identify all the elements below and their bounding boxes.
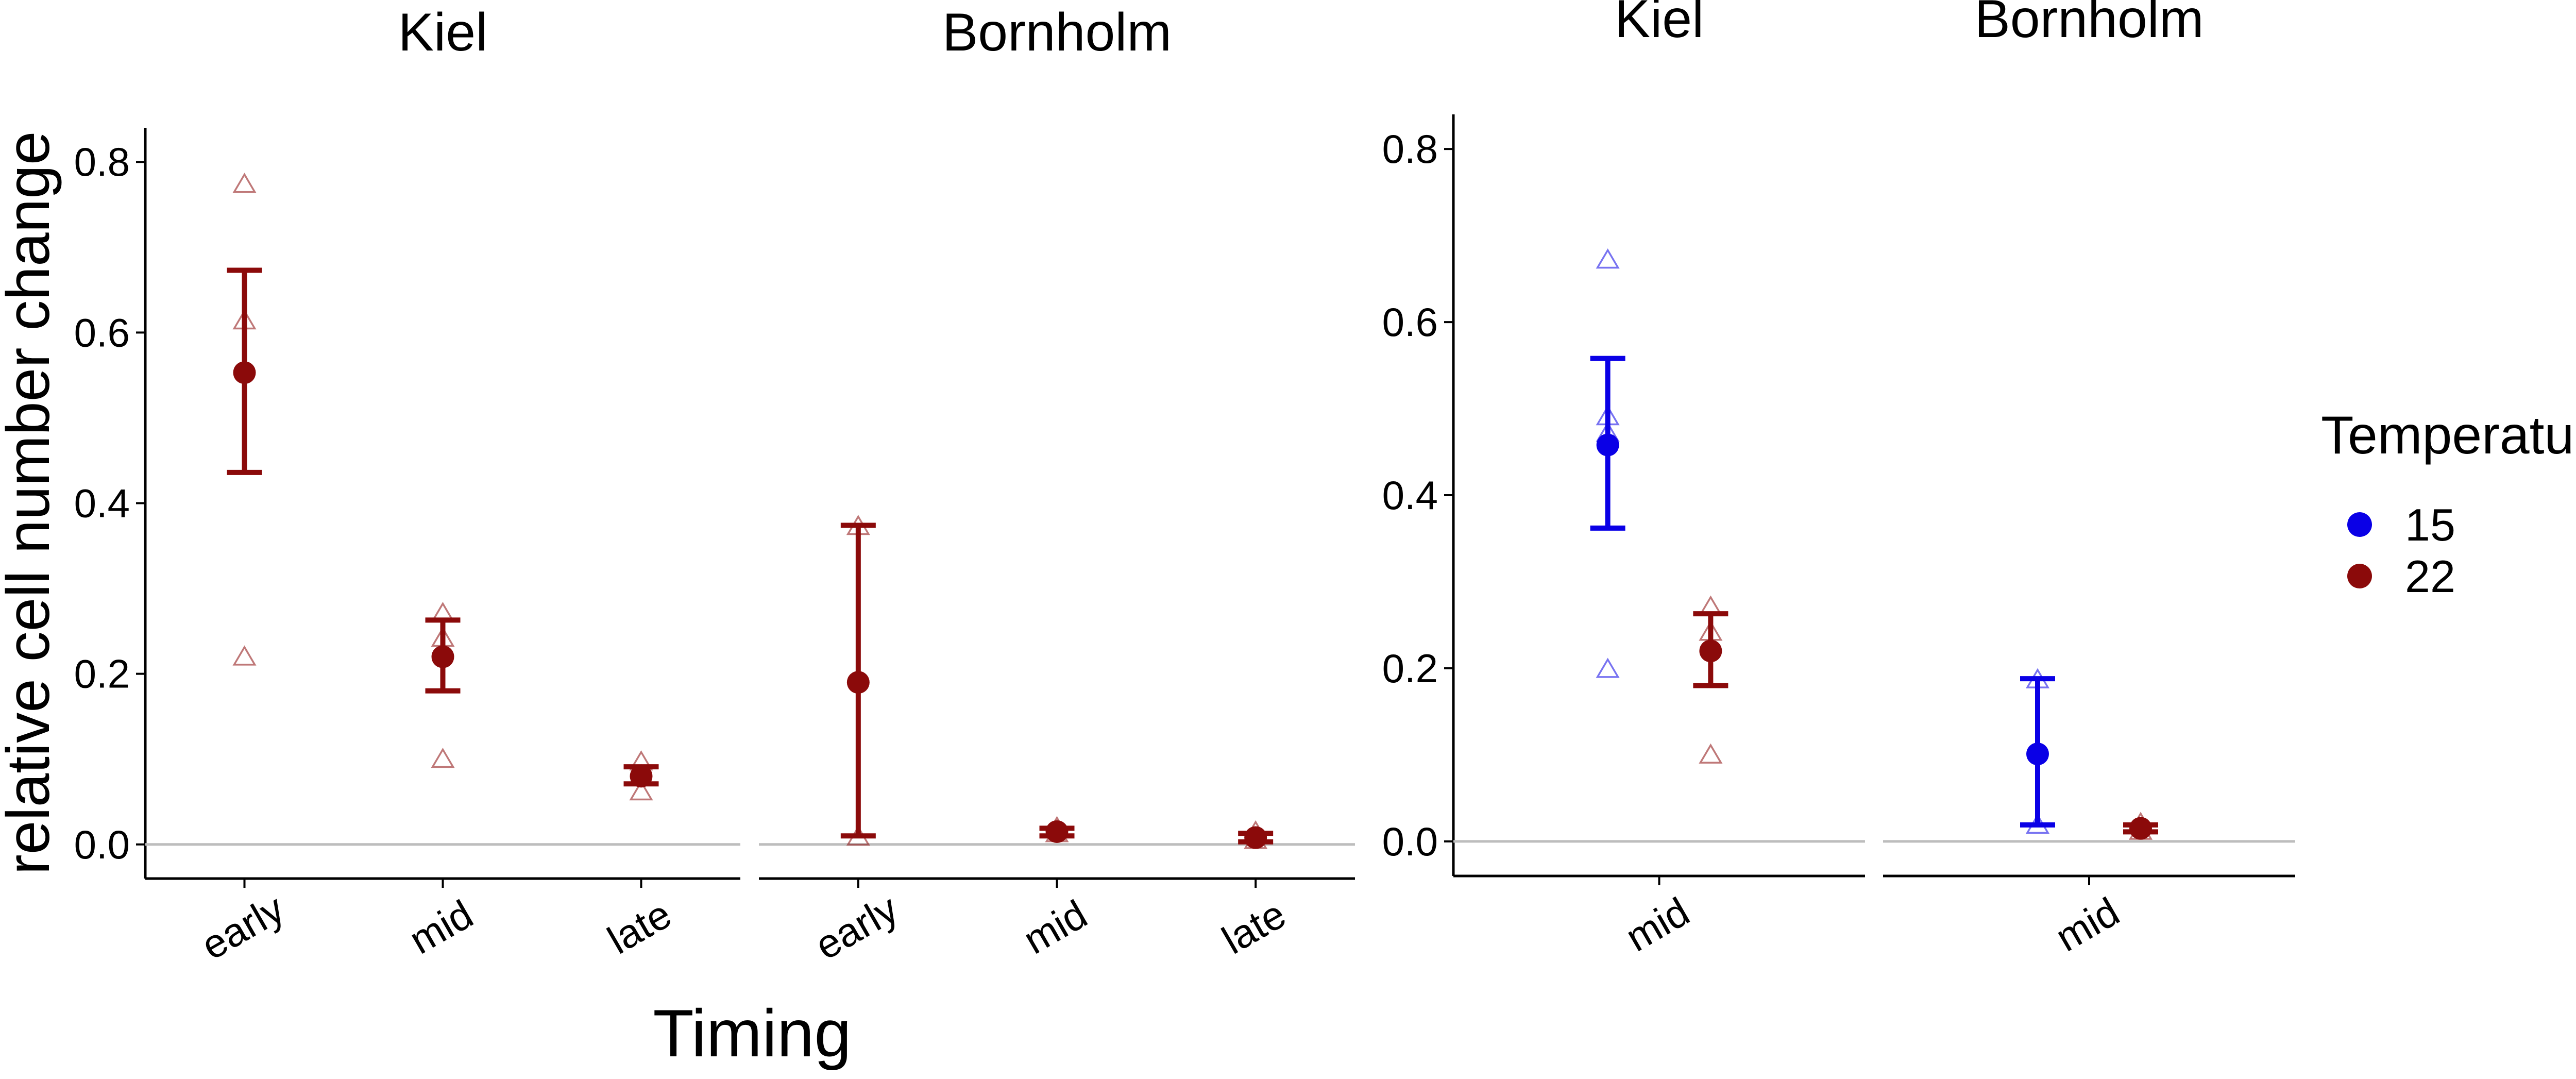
x-tick-label: late: [1214, 891, 1293, 963]
replicate-point: [1596, 248, 1620, 269]
replicate-point: [1699, 743, 1723, 764]
y-tick-label: 0.4: [74, 481, 130, 526]
x-tick-label: mid: [1016, 891, 1095, 963]
x-tick-label: mid: [1618, 888, 1697, 960]
replicate-point: [232, 645, 257, 666]
mean-point: [1699, 639, 1722, 663]
y-axis-title: relative cell number change: [0, 131, 62, 874]
y-tick-label: 0.8: [1382, 126, 1438, 172]
x-tick-label: early: [194, 886, 292, 969]
legend-label: 22: [2405, 551, 2455, 602]
facet-strip-label: Bornholm: [942, 3, 1172, 62]
y-tick-label: 0.6: [74, 310, 130, 355]
mean-point: [233, 361, 256, 384]
y-tick-label: 0.4: [1382, 473, 1438, 518]
mean-point: [1596, 433, 1619, 457]
replicate-point: [629, 780, 653, 801]
mean-point: [431, 645, 454, 668]
replicate-point: [1596, 657, 1620, 678]
mean-point: [846, 671, 870, 694]
legend-key-15: [2347, 512, 2372, 537]
y-tick-label: 0.6: [1382, 299, 1438, 345]
mean-point: [1244, 826, 1267, 849]
replicate-point: [232, 173, 257, 193]
x-tick-label: mid: [402, 891, 481, 963]
x-tick-label: early: [807, 886, 905, 969]
facet-strip-label: Kiel: [1615, 0, 1704, 49]
legend-title: Temperature: [2321, 406, 2576, 465]
mean-point: [1045, 820, 1069, 843]
replicate-point: [431, 748, 455, 768]
x-axis-title: Timing: [653, 996, 851, 1071]
facet-strip-label: Kiel: [398, 3, 487, 62]
facet-strip-label: Bornholm: [1974, 0, 2204, 49]
y-tick-label: 0.2: [74, 651, 130, 697]
x-tick-label: late: [600, 891, 679, 963]
x-tick-label: mid: [2048, 888, 2127, 960]
mean-point: [630, 765, 653, 788]
y-tick-label: 0.8: [74, 139, 130, 184]
legend-key-22: [2347, 564, 2372, 588]
y-tick-label: 0.2: [1382, 646, 1438, 691]
y-tick-label: 0.0: [1382, 819, 1438, 864]
y-tick-label: 0.0: [74, 822, 130, 867]
mean-point: [2026, 743, 2049, 766]
mean-point: [2129, 817, 2152, 840]
legend-label: 15: [2405, 499, 2455, 550]
